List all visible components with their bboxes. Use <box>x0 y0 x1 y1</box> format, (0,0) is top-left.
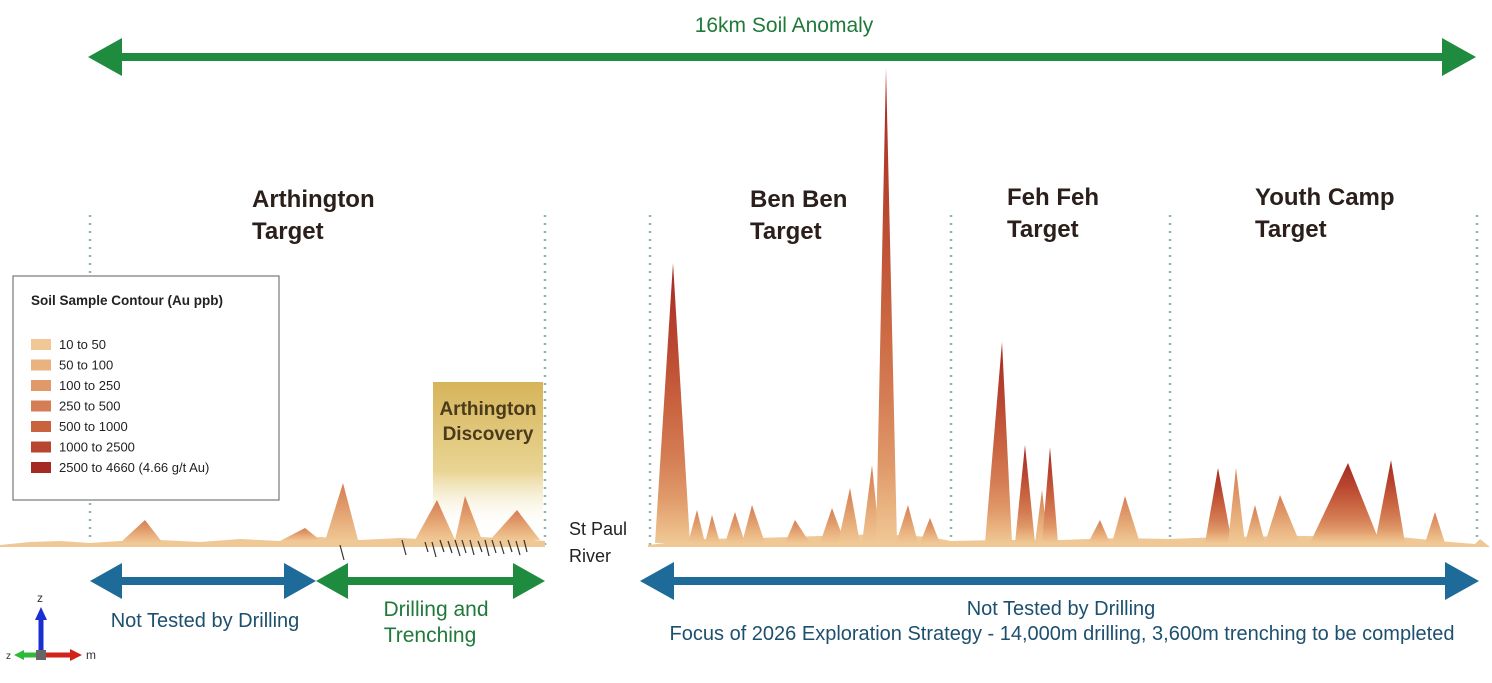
target-fehfeh-line1: Feh Feh <box>1007 184 1099 211</box>
soil-peak <box>688 510 705 543</box>
soil-peak-benben-main <box>876 68 897 543</box>
soil-peak <box>1042 447 1058 543</box>
legend-item-label: 50 to 100 <box>59 358 113 373</box>
target-dividers <box>88 215 1479 545</box>
soil-peak <box>785 520 810 543</box>
soil-peak <box>280 528 320 541</box>
target-youthcamp-line2: Target <box>1255 216 1327 243</box>
legend-items: 10 to 50 50 to 100 100 to 250 250 to 500 500… <box>31 337 209 475</box>
soil-peak <box>820 508 845 543</box>
soil-peak <box>1015 445 1035 543</box>
target-youthcamp-line1: Youth Camp <box>1255 184 1395 211</box>
soil-peak <box>838 488 860 543</box>
soil-anomaly-title: 16km Soil Anomaly <box>695 14 874 37</box>
drilling-arrow <box>316 563 545 599</box>
axis-m-label: m <box>86 648 96 662</box>
soil-peak <box>1265 495 1300 543</box>
legend-item-label: 100 to 250 <box>59 378 120 393</box>
legend-swatch <box>31 339 51 350</box>
target-benben-line1: Ben Ben <box>750 186 847 213</box>
soil-peak <box>742 505 765 543</box>
soil-peak <box>490 510 540 540</box>
soil-peak <box>1245 505 1265 543</box>
soil-peak <box>1375 460 1405 543</box>
soil-peak <box>415 500 455 540</box>
target-benben-line2: Target <box>750 218 822 245</box>
arthington-discovery-box <box>433 382 543 532</box>
legend-swatch <box>31 400 51 412</box>
soil-baseline-left <box>0 537 545 547</box>
legend-swatch <box>31 421 51 432</box>
soil-peak <box>920 518 940 543</box>
legend-swatch <box>31 462 51 473</box>
legend-swatch <box>31 359 51 371</box>
axis-z2-label: z <box>6 651 11 662</box>
soil-peak <box>1088 520 1110 543</box>
legend-swatch <box>31 441 51 453</box>
legend-frame <box>12 275 280 501</box>
discovery-line2: Discovery <box>443 424 534 445</box>
legend-item-label: 10 to 50 <box>59 337 106 352</box>
drill-hole-traces <box>339 539 528 561</box>
discovery-line1: Arthington <box>439 399 536 420</box>
axis-z-label: z <box>37 591 43 605</box>
soil-peak <box>896 505 918 543</box>
legend-title: Soil Sample Contour (Au ppb) <box>31 293 223 308</box>
soil-peak <box>120 520 162 543</box>
soil-peak <box>1425 512 1445 543</box>
drilling-label-line2: Trenching <box>384 624 477 647</box>
right-not-tested-label: Not Tested by Drilling <box>967 598 1156 620</box>
soil-peak <box>455 496 482 540</box>
soil-peak-benben-west <box>655 263 690 543</box>
soil-peak-fehfeh-main <box>985 342 1012 543</box>
drilling-label-line1: Drilling and <box>383 598 488 621</box>
legend-item-label: 1000 to 2500 <box>59 440 135 455</box>
legend-swatch <box>31 380 51 391</box>
legend-item-label: 250 to 500 <box>59 399 120 414</box>
target-arthington-line2: Target <box>252 218 324 245</box>
axis-triad: z m z <box>6 591 96 662</box>
left-not-tested-arrow <box>90 563 316 599</box>
legend-item-label: 500 to 1000 <box>59 419 128 434</box>
target-fehfeh-line2: Target <box>1007 216 1079 243</box>
soil-peak <box>725 512 745 543</box>
target-arthington-line1: Arthington <box>252 186 375 213</box>
soil-peak <box>862 465 880 543</box>
soil-peak <box>1310 463 1380 543</box>
focus-label: Focus of 2026 Exploration Strategy - 14,… <box>670 623 1455 645</box>
legend: Soil Sample Contour (Au ppb) 10 to 50 50 … <box>12 275 280 501</box>
left-not-tested-label: Not Tested by Drilling <box>111 610 300 632</box>
soil-profile <box>0 68 1490 561</box>
legend-item-label: 2500 to 4660 (4.66 g/t Au) <box>59 460 209 475</box>
river-line2: River <box>569 546 611 566</box>
soil-peak <box>325 483 358 541</box>
soil-peak <box>1112 496 1140 543</box>
river-line1: St Paul <box>569 519 627 539</box>
soil-peak <box>1228 468 1245 543</box>
soil-peak <box>705 515 720 543</box>
soil-peak-youthcamp <box>1205 468 1232 543</box>
right-not-tested-arrow <box>640 562 1479 600</box>
soil-anomaly-arrow <box>88 38 1476 76</box>
